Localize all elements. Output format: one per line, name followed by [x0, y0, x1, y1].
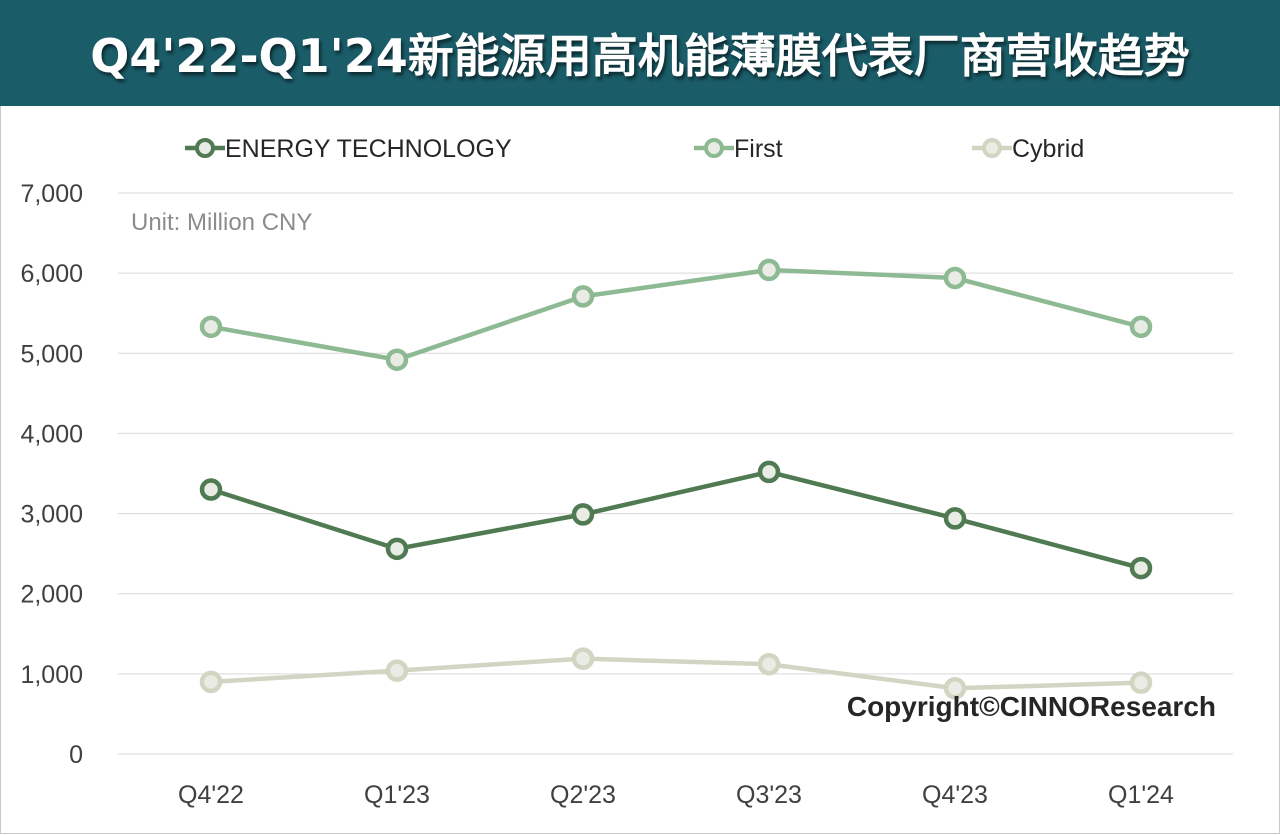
series-lines	[199, 258, 1153, 700]
legend-marker	[195, 138, 215, 158]
data-point	[943, 507, 967, 530]
data-point	[757, 460, 781, 484]
data-point	[385, 659, 409, 682]
y-axis-ticks: 0 1,000 2,000 3,000 4,000 5,000 6,000 7,000	[20, 180, 83, 769]
legend-label: First	[734, 135, 783, 163]
x-axis-ticks: Q4'22 Q1'23 Q2'23 Q3'23 Q4'23 Q1'24	[178, 781, 1174, 809]
data-point	[571, 503, 595, 526]
data-point	[571, 285, 595, 308]
series-0	[199, 460, 1153, 580]
chart-title: Q4'22-Q1'24新能源用高机能薄膜代表厂商营收趋势	[90, 29, 1190, 83]
x-tick-label: Q3'23	[736, 781, 802, 809]
series-line	[210, 469, 1142, 571]
legend-label: Cybrid	[1012, 135, 1084, 163]
legend: ENERGY TECHNOLOGY First Cybrid	[185, 135, 1084, 163]
data-point	[199, 478, 223, 501]
unit-label: Unit: Million CNY	[131, 209, 312, 236]
series-1	[199, 258, 1153, 371]
y-tick-label: 6,000	[20, 260, 83, 288]
y-tick-label: 1,000	[20, 661, 83, 689]
data-point	[757, 652, 781, 676]
legend-item: First	[694, 135, 783, 163]
series-2	[199, 647, 1153, 700]
data-point	[943, 677, 967, 700]
legend-label: ENERGY TECHNOLOGY	[225, 135, 512, 163]
x-tick-label: Q2'23	[550, 781, 616, 809]
y-tick-label: 4,000	[20, 420, 83, 448]
legend-item: Cybrid	[972, 135, 1084, 163]
data-point	[1129, 556, 1153, 580]
data-point	[385, 537, 409, 561]
data-point	[1129, 315, 1153, 339]
y-tick-label: 7,000	[20, 180, 83, 208]
legend-item: ENERGY TECHNOLOGY	[185, 135, 512, 163]
series-line	[210, 267, 1142, 362]
data-point	[571, 647, 595, 670]
x-tick-label: Q4'23	[922, 781, 988, 809]
x-tick-label: Q1'23	[364, 781, 430, 809]
y-tick-label: 3,000	[20, 501, 83, 529]
data-point	[199, 315, 223, 339]
copyright-label: Copyright©CINNOResearch	[847, 691, 1216, 722]
x-tick-label: Q1'24	[1108, 781, 1174, 809]
y-tick-label: 2,000	[20, 581, 83, 609]
x-tick-label: Q4'22	[178, 781, 244, 809]
data-point	[199, 670, 223, 694]
data-point	[757, 258, 781, 282]
data-point	[1129, 671, 1153, 694]
series-line	[210, 656, 1142, 691]
y-tick-label: 5,000	[20, 340, 83, 368]
data-point	[943, 266, 967, 290]
title-bar: Q4'22-Q1'24新能源用高机能薄膜代表厂商营收趋势	[0, 0, 1280, 106]
legend-marker	[982, 138, 1002, 158]
y-tick-label: 0	[69, 741, 83, 769]
legend-marker	[704, 138, 724, 158]
gridlines	[118, 192, 1233, 755]
data-point	[385, 348, 409, 371]
